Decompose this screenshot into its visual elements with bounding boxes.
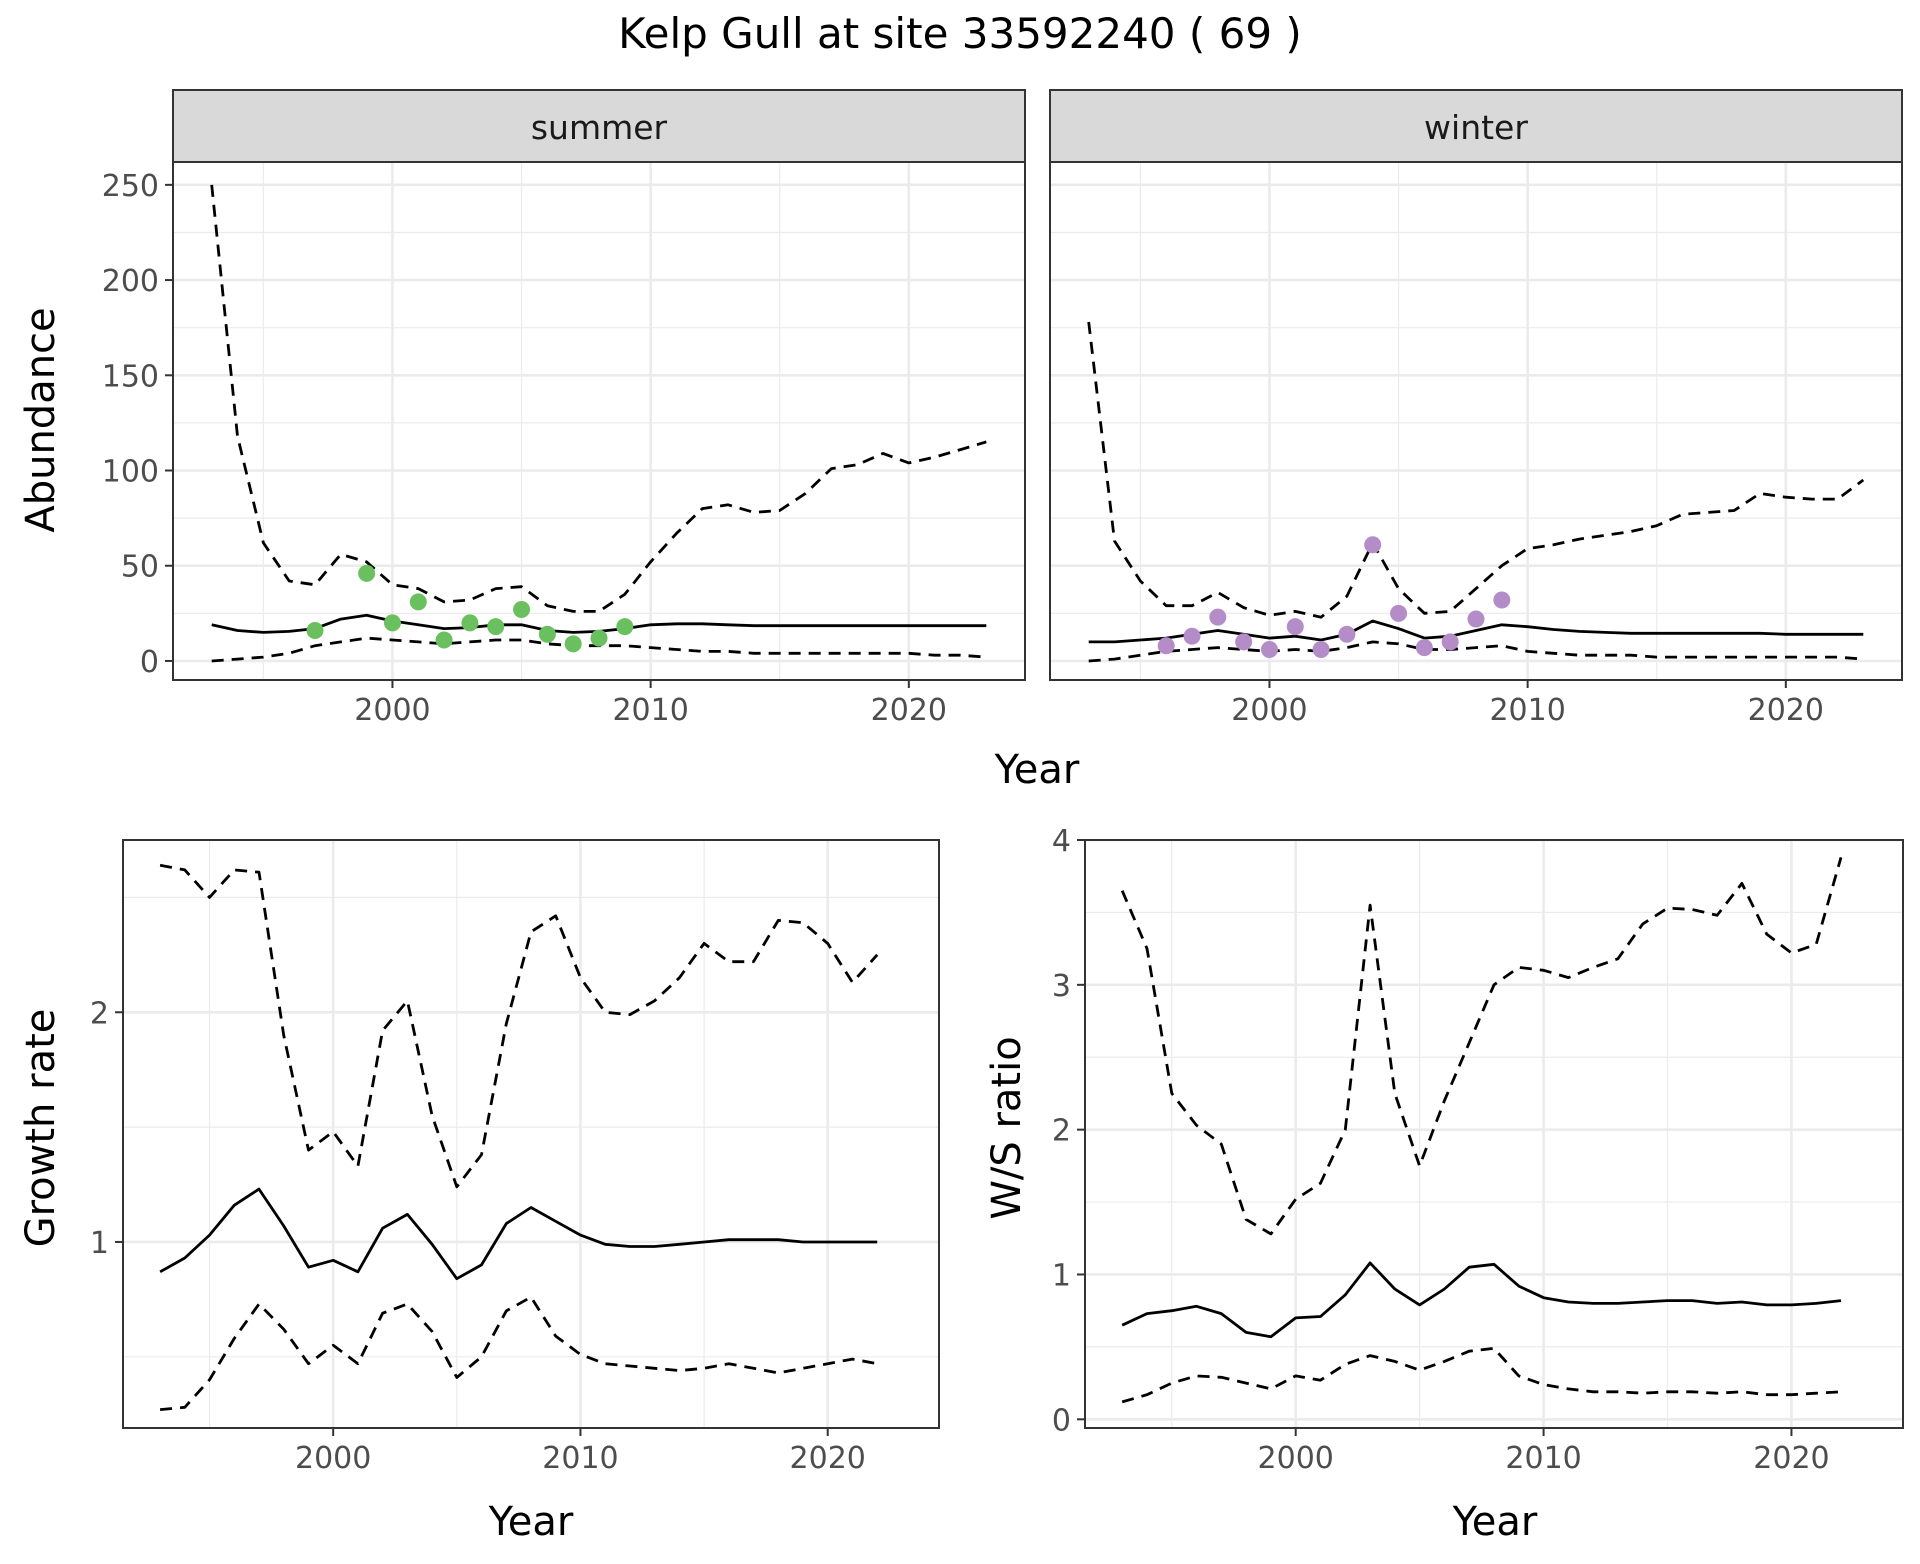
ws-lower-line	[1121, 1346, 1842, 1404]
ws-panel-border	[1084, 839, 1904, 1429]
winter-plot-background	[1050, 162, 1902, 680]
summer-plot-background	[173, 162, 1025, 680]
summer-observed-point	[590, 629, 608, 647]
summer-observed-point	[306, 621, 324, 639]
summer-observed-point	[409, 593, 427, 611]
summer-gridlines	[173, 162, 1025, 680]
winter-panel-border	[1049, 161, 1903, 681]
summer-observed-point	[383, 614, 401, 632]
winter-upper-line	[1087, 321, 1865, 619]
winter-observed-point	[1493, 591, 1511, 609]
ws-upper-line	[1120, 857, 1843, 1236]
x-tick-label: 2010	[1505, 1441, 1581, 1476]
y-tick-label: 0	[1052, 1403, 1071, 1438]
x-tick-label: 2000	[295, 1441, 371, 1476]
y-tick-label: 0	[140, 645, 159, 680]
winter-abundance-panel: winter 2000 2010 2020	[1049, 89, 1903, 728]
summer-observed-point	[513, 601, 531, 619]
y-axis-title-abundance: Abundance	[18, 307, 64, 532]
summer-observed-point	[435, 631, 453, 649]
x-tick-label: 2010	[542, 1441, 618, 1476]
x-tick-label: 2010	[1489, 693, 1565, 728]
ws-plot-background	[1085, 840, 1903, 1428]
growth-series	[159, 863, 879, 1411]
y-tick-label: 1	[1052, 1258, 1071, 1293]
ws-ratio-panel: W/S ratio Year 2000 2010 2020 0 1 2 3 4	[984, 824, 1904, 1545]
ws-series	[1120, 857, 1843, 1404]
y-tick-label: 200	[102, 264, 159, 299]
figure-title: Kelp Gull at site 33592240 ( 69 )	[618, 9, 1302, 58]
x-tick-label: 2020	[1753, 1441, 1829, 1476]
y-tick-label: 2	[90, 996, 109, 1031]
summer-observed-point	[564, 635, 582, 653]
facet-label-winter: winter	[1424, 108, 1528, 147]
winter-observed-point	[1286, 618, 1304, 636]
growth-panel-border	[122, 839, 940, 1429]
x-tick-label: 2020	[871, 693, 947, 728]
x-axis-title-abundance: Year	[994, 747, 1080, 793]
growth-plot-background	[123, 840, 939, 1428]
winter-series	[1087, 321, 1865, 663]
winter-observed-point	[1415, 639, 1433, 657]
x-tick-label: 2000	[1231, 693, 1307, 728]
y-tick-label: 3	[1052, 969, 1071, 1004]
winter-observed-point	[1441, 633, 1459, 651]
winter-observed-point	[1183, 627, 1201, 645]
winter-observed-point	[1260, 641, 1278, 659]
summer-observed-point	[461, 614, 479, 632]
y-tick-label: 1	[90, 1226, 109, 1261]
winter-lower-line	[1088, 640, 1864, 663]
x-tick-label: 2000	[1258, 1441, 1334, 1476]
x-tick-label: 2020	[1748, 693, 1824, 728]
y-axis-title-ws-ratio: W/S ratio	[984, 1036, 1030, 1219]
winter-gridlines	[1050, 162, 1902, 680]
summer-observed-point	[616, 618, 634, 636]
y-tick-label: 50	[121, 550, 159, 585]
y-tick-label: 100	[102, 455, 159, 490]
growth-estimate-line	[159, 1187, 878, 1281]
growth-gridlines	[123, 840, 939, 1428]
summer-observed-point	[538, 625, 556, 643]
summer-observed-point	[487, 618, 505, 636]
winter-observed-point	[1312, 641, 1330, 659]
y-tick-label: 4	[1052, 824, 1071, 859]
x-tick-label: 2000	[354, 693, 430, 728]
winter-observed-point	[1209, 608, 1227, 626]
summer-panel-border	[172, 161, 1026, 681]
y-tick-label: 250	[102, 169, 159, 204]
x-axis-title-growth-rate: Year	[488, 1499, 574, 1545]
winter-observed-point	[1364, 536, 1382, 554]
ws-gridlines	[1085, 840, 1903, 1428]
winter-observed-point	[1467, 610, 1485, 628]
y-tick-label: 2	[1052, 1114, 1071, 1149]
winter-estimate-line	[1088, 619, 1864, 644]
winter-observed-point	[1157, 637, 1175, 655]
winter-observed-point	[1235, 633, 1253, 651]
summer-series	[210, 184, 987, 663]
facet-strip-winter	[1049, 89, 1903, 163]
facet-label-summer: summer	[531, 108, 668, 147]
growth-lower-line	[159, 1295, 878, 1411]
growth-rate-panel: Growth rate Year 2000 2010 2020 1 2	[18, 839, 940, 1545]
growth-upper-line	[159, 863, 879, 1189]
y-tick-label: 150	[102, 359, 159, 394]
summer-abundance-panel: summer Abundance 2000 2010 2020 0 50 100 150 20…	[18, 89, 1026, 728]
x-tick-label: 2020	[790, 1441, 866, 1476]
winter-observed-point	[1390, 604, 1408, 622]
ws-estimate-line	[1121, 1261, 1842, 1339]
summer-observed-point	[358, 564, 376, 582]
x-tick-label: 2010	[612, 693, 688, 728]
winter-observed-point	[1338, 625, 1356, 643]
y-axis-title-growth-rate: Growth rate	[18, 1009, 64, 1248]
x-axis-title-ws-ratio: Year	[1452, 1499, 1538, 1545]
